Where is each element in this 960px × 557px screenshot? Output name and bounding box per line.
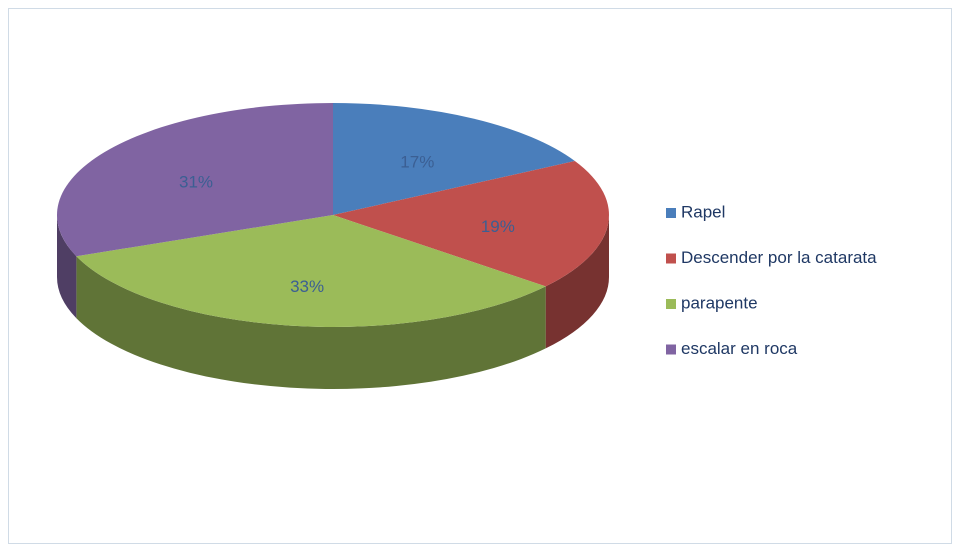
legend-label: parapente [681,293,758,312]
legend: Rapel Descender por la catarata parapente e… [666,202,877,358]
slice [333,161,609,287]
legend-swatch [666,344,676,355]
slice-side [76,256,546,390]
data-label: 19% [481,217,515,236]
slice [76,215,546,327]
data-label: 31% [179,173,213,192]
pie-tops [57,103,609,327]
legend-label: Rapel [681,202,725,221]
slice [333,103,575,215]
legend-swatch [666,253,676,264]
legend-label: escalar en roca [681,339,798,358]
legend-label: Descender por la catarata [681,248,877,267]
pie-sides [57,215,609,390]
legend-swatch [666,208,676,218]
slice [57,103,334,257]
data-labels: 17% 19% 33% 31% [179,153,515,296]
slice-side [545,215,609,349]
data-label: 17% [400,153,434,172]
data-label: 33% [290,277,324,296]
legend-swatch [666,299,676,309]
slice-side [57,215,77,319]
